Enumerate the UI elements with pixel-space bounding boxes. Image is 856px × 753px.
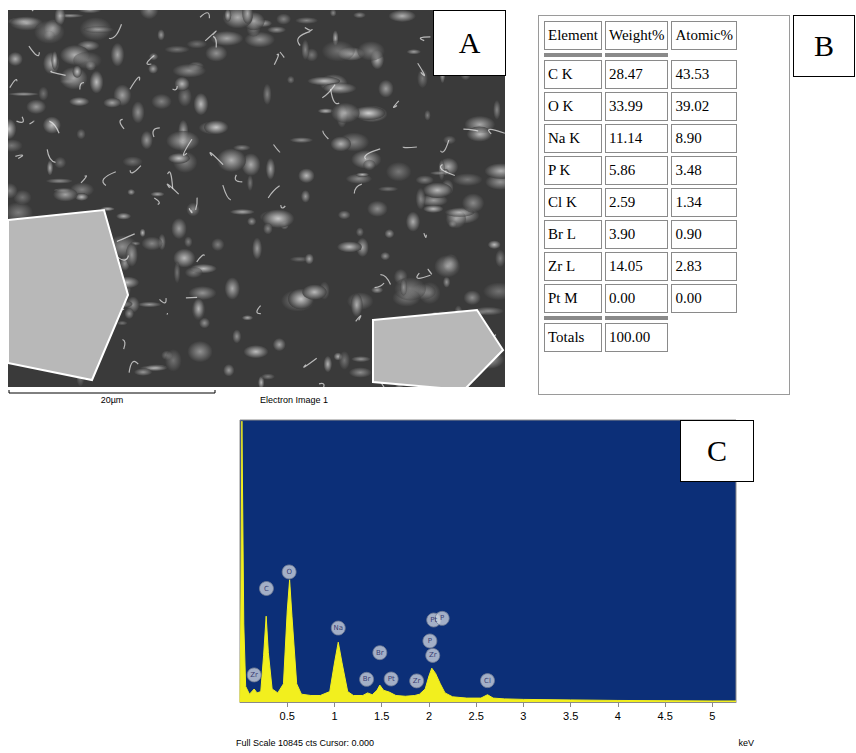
svg-text:Cl: Cl bbox=[484, 677, 491, 685]
svg-text:4.5: 4.5 bbox=[657, 710, 672, 722]
svg-text:Zr: Zr bbox=[250, 671, 258, 679]
html-text:2.83: 2.83 bbox=[675, 258, 702, 274]
html-text:100.00: 100.00 bbox=[609, 329, 651, 345]
svg-text:P: P bbox=[428, 637, 432, 645]
html-text:3.48: 3.48 bbox=[675, 162, 702, 178]
html-text:0.00: 0.00 bbox=[609, 290, 636, 306]
html-text:5.86: 5.86 bbox=[609, 162, 636, 178]
svg-text:5: 5 bbox=[709, 710, 715, 722]
html-text:Cl K: Cl K bbox=[548, 194, 577, 210]
html-text:11.14: 11.14 bbox=[609, 130, 643, 146]
html-text:A: A bbox=[458, 26, 481, 59]
html-text:33.99: 33.99 bbox=[609, 98, 643, 114]
html-text:O K: O K bbox=[548, 98, 574, 114]
html-text:28.47: 28.47 bbox=[609, 66, 643, 82]
html-text:P K: P K bbox=[548, 162, 571, 178]
svg-text:1: 1 bbox=[331, 710, 337, 722]
svg-text:Br: Br bbox=[376, 649, 384, 657]
html-text:2.59: 2.59 bbox=[609, 194, 636, 210]
html-text:B: B bbox=[814, 29, 834, 62]
html-text:14.05: 14.05 bbox=[609, 258, 643, 274]
html-text:C: C bbox=[707, 434, 727, 467]
svg-text:3.5: 3.5 bbox=[563, 710, 578, 722]
html-text:Pt M: Pt M bbox=[548, 290, 578, 306]
html-text:1.34: 1.34 bbox=[675, 194, 702, 210]
html-text:0.00: 0.00 bbox=[675, 290, 702, 306]
svg-text:P: P bbox=[440, 614, 444, 622]
svg-text:O: O bbox=[286, 568, 292, 576]
svg-text:Zr: Zr bbox=[413, 677, 421, 685]
svg-text:0.5: 0.5 bbox=[280, 710, 295, 722]
svg-text:2: 2 bbox=[426, 710, 432, 722]
svg-text:Pt: Pt bbox=[388, 675, 395, 683]
svg-text:4: 4 bbox=[615, 710, 621, 722]
html-text:43.53: 43.53 bbox=[675, 66, 710, 82]
svg-text:1.5: 1.5 bbox=[374, 710, 389, 722]
svg-text:C: C bbox=[264, 585, 269, 593]
html-text:39.02: 39.02 bbox=[675, 98, 710, 114]
html-text:Na K: Na K bbox=[548, 130, 581, 146]
html-text:Br L: Br L bbox=[548, 226, 576, 242]
html-text:C K: C K bbox=[548, 66, 573, 82]
html-text:Atomic%: Atomic% bbox=[675, 27, 733, 43]
html-text:3.90: 3.90 bbox=[609, 226, 636, 242]
svg-text:Electron Image 1: Electron Image 1 bbox=[260, 395, 328, 405]
html-text:Totals: Totals bbox=[548, 329, 585, 345]
html-text:Zr L: Zr L bbox=[548, 258, 576, 274]
html-text:Weight%: Weight% bbox=[609, 27, 665, 43]
svg-text:Na: Na bbox=[333, 624, 343, 632]
svg-text:Full Scale 10845 cts Cursor: 0: Full Scale 10845 cts Cursor: 0.000 bbox=[236, 738, 374, 748]
html-text:0.90: 0.90 bbox=[675, 226, 702, 242]
svg-text:Br: Br bbox=[363, 675, 371, 683]
svg-text:Zr: Zr bbox=[429, 651, 437, 659]
svg-text:3: 3 bbox=[520, 710, 526, 722]
svg-text:keV: keV bbox=[738, 738, 754, 748]
svg-text:20µm: 20µm bbox=[101, 395, 124, 405]
svg-text:Pt: Pt bbox=[430, 616, 437, 624]
svg-text:2.5: 2.5 bbox=[469, 710, 484, 722]
html-text:Element: Element bbox=[548, 27, 598, 43]
html-text:8.90: 8.90 bbox=[675, 130, 702, 146]
